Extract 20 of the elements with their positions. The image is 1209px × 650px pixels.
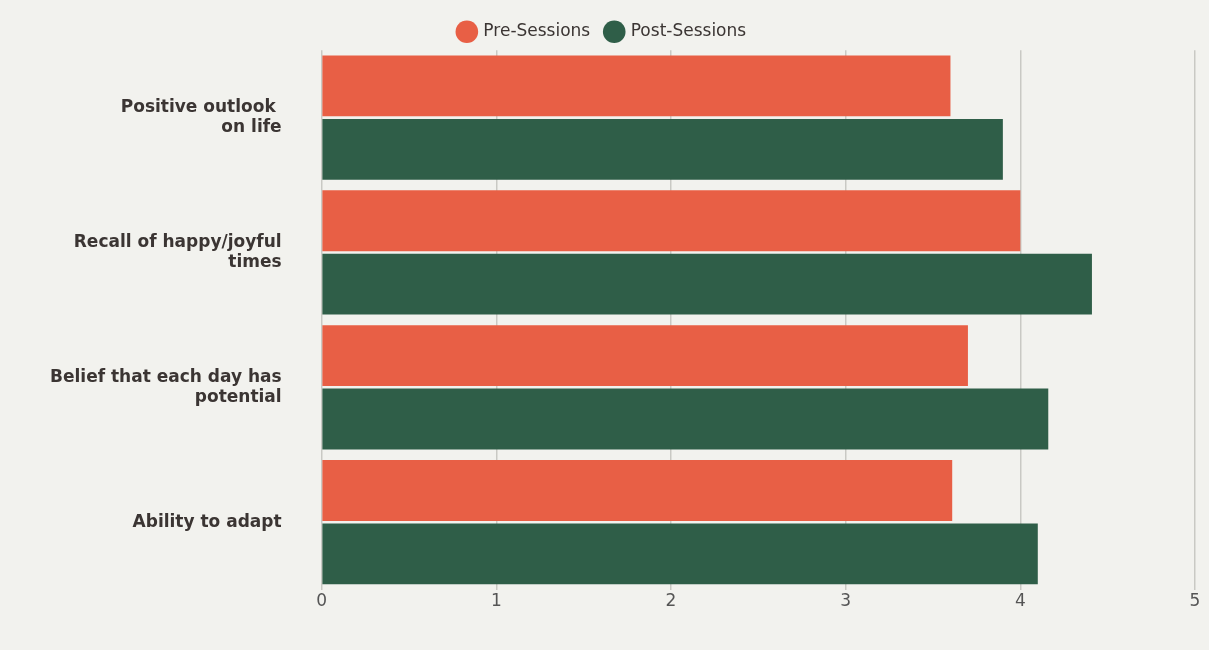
bar (322, 460, 953, 521)
bar (322, 388, 1049, 450)
bar (322, 190, 1021, 252)
y-tick-label: Ability to adapt (132, 510, 282, 531)
x-tick-label: 0 (316, 590, 328, 611)
bar (322, 55, 951, 117)
bar (322, 325, 968, 387)
x-tick-label: 2 (665, 590, 677, 611)
legend-label: Pre-Sessions (483, 20, 591, 41)
x-tick-label: 5 (1189, 590, 1201, 611)
x-tick-label: 3 (840, 590, 852, 611)
y-tick-label: Belief that each day has potential (49, 365, 282, 406)
bar (322, 253, 1092, 315)
x-tick-label: 4 (1014, 590, 1026, 611)
y-tick-label: Recall of happy/joyful times (73, 230, 282, 272)
legend-label: Post-Sessions (630, 20, 747, 41)
bar (322, 118, 1003, 180)
bar (322, 523, 1038, 585)
y-tick-label: Positive outlook on life (120, 95, 282, 137)
x-tick-label: 1 (490, 590, 502, 611)
